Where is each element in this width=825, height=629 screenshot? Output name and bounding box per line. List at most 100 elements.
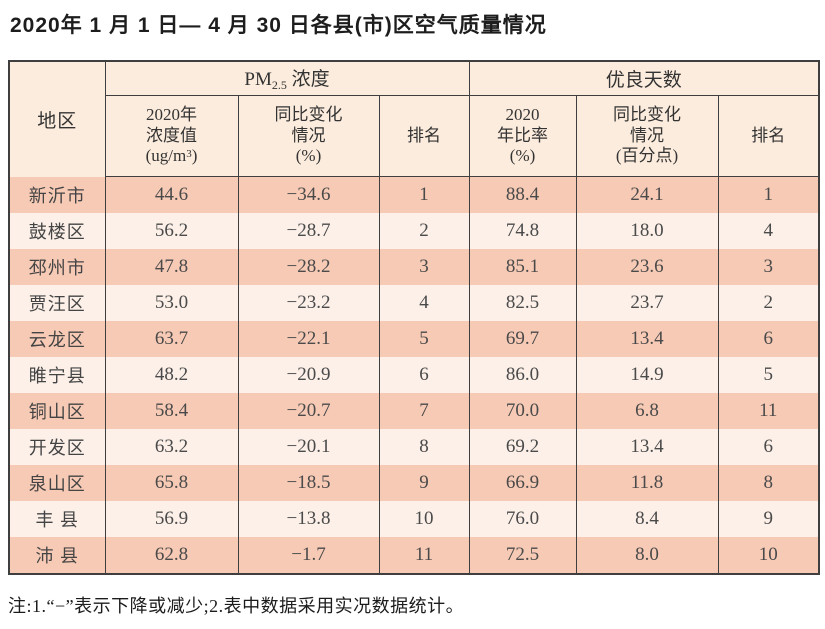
region-cell: 睢宁县 [8, 357, 106, 393]
table-body: 新沂市 44.6 −34.6 1 88.4 24.1 1 鼓楼区 56.2 −2… [8, 176, 820, 574]
air-quality-table: 地区 PM2.5 浓度 优良天数 2020年 浓度值 (ug/m3) 同比变化 … [8, 60, 821, 575]
good-change-cell: 13.4 [575, 429, 719, 465]
pm-change-cell: −23.2 [237, 285, 380, 321]
good-rank-cell: 3 [717, 249, 820, 285]
pm-change-cell: −34.6 [237, 176, 380, 213]
pm-value-cell: 56.9 [104, 501, 239, 537]
header-group-row: 地区 PM2.5 浓度 优良天数 [8, 61, 820, 177]
good-change-cell: 23.6 [575, 249, 719, 285]
pm-rank-cell: 6 [378, 357, 470, 393]
pm-change-cell: −18.5 [237, 465, 380, 501]
pm-value-cell: 48.2 [104, 357, 239, 393]
pm-rank-cell: 9 [378, 465, 470, 501]
good-rate-cell: 70.0 [468, 393, 577, 429]
region-cell: 铜山区 [8, 393, 106, 429]
region-cell: 沛 县 [8, 537, 106, 574]
good-rank-cell: 9 [717, 501, 820, 537]
good-rate-cell: 76.0 [468, 501, 577, 537]
header-good-days-group: 优良天数 [468, 61, 820, 96]
table-row: 鼓楼区 56.2 −28.7 2 74.8 18.0 4 [8, 213, 820, 249]
good-rate-cell: 88.4 [468, 176, 577, 213]
pm-rank-cell: 3 [378, 249, 470, 285]
good-change-cell: 24.1 [575, 176, 719, 213]
region-cell: 丰 县 [8, 501, 106, 537]
good-rank-cell: 1 [717, 176, 820, 213]
pm-change-cell: −1.7 [237, 537, 380, 574]
good-rate-cell: 66.9 [468, 465, 577, 501]
pm-change-cell: −20.9 [237, 357, 380, 393]
pm-rank-cell: 11 [378, 537, 470, 574]
good-rate-cell: 74.8 [468, 213, 577, 249]
pm-rank-cell: 7 [378, 393, 470, 429]
good-rank-cell: 5 [717, 357, 820, 393]
pm-value-cell: 62.8 [104, 537, 239, 574]
header-pm-group: PM2.5 浓度 [104, 61, 470, 96]
pm-change-cell: −20.7 [237, 393, 380, 429]
header-sub-row: 2020年 浓度值 (ug/m3) 同比变化 情况 (%) 排名 2020 年比… [9, 95, 820, 177]
good-rank-cell: 2 [717, 285, 820, 321]
pm-value-cell: 63.7 [104, 321, 239, 357]
table-header: 地区 PM2.5 浓度 优良天数 2020年 浓度值 (ug/m3) 同比变化 … [8, 61, 820, 177]
pm-rank-cell: 2 [378, 213, 470, 249]
table-row: 贾汪区 53.0 −23.2 4 82.5 23.7 2 [8, 285, 820, 321]
region-cell: 新沂市 [8, 176, 106, 213]
pm-rank-cell: 10 [378, 501, 470, 537]
good-rate-cell: 69.2 [468, 429, 577, 465]
header-good-rank: 排名 [717, 95, 820, 177]
pm-change-cell: −20.1 [237, 429, 380, 465]
region-cell: 邳州市 [8, 249, 106, 285]
table-row: 铜山区 58.4 −20.7 7 70.0 6.8 11 [8, 393, 820, 429]
pm-value-cell: 47.8 [104, 249, 239, 285]
good-change-cell: 13.4 [575, 321, 719, 357]
pm-rank-cell: 5 [378, 321, 470, 357]
good-change-cell: 18.0 [575, 213, 719, 249]
table-row: 新沂市 44.6 −34.6 1 88.4 24.1 1 [8, 176, 820, 213]
good-rank-cell: 10 [717, 537, 820, 574]
pm-rank-cell: 1 [378, 176, 470, 213]
pm-value-cell: 58.4 [104, 393, 239, 429]
header-pm-rank: 排名 [378, 95, 470, 177]
good-change-cell: 23.7 [575, 285, 719, 321]
good-rate-cell: 86.0 [468, 357, 577, 393]
pm-change-cell: −28.2 [237, 249, 380, 285]
good-rank-cell: 8 [717, 465, 820, 501]
header-region: 地区 [8, 61, 106, 177]
good-rank-cell: 6 [717, 429, 820, 465]
good-change-cell: 8.4 [575, 501, 719, 537]
good-rank-cell: 6 [717, 321, 820, 357]
pm-subscript: 2.5 [271, 78, 287, 92]
region-cell: 泉山区 [8, 465, 106, 501]
table-row: 沛 县 62.8 −1.7 11 72.5 8.0 10 [8, 537, 820, 574]
table-row: 泉山区 65.8 −18.5 9 66.9 11.8 8 [8, 465, 820, 501]
pm-value-cell: 56.2 [104, 213, 239, 249]
good-rate-cell: 72.5 [468, 537, 577, 574]
page-title: 2020年 1 月 1 日— 4 月 30 日各县(市)区空气质量情况 [10, 14, 547, 37]
region-cell: 云龙区 [8, 321, 106, 357]
footnote: 注:1.“−”表示下降或减少;2.表中数据采用实况数据统计。 [8, 596, 465, 616]
good-rate-cell: 69.7 [468, 321, 577, 357]
good-change-cell: 8.0 [575, 537, 719, 574]
pm-change-cell: −22.1 [237, 321, 380, 357]
region-cell: 贾汪区 [8, 285, 106, 321]
region-cell: 鼓楼区 [8, 213, 106, 249]
pm-value-cell: 53.0 [104, 285, 239, 321]
good-rank-cell: 11 [717, 393, 820, 429]
pm-change-cell: −13.8 [237, 501, 380, 537]
header-good-rate: 2020 年比率 (%) [468, 95, 577, 177]
pm-value-cell: 65.8 [104, 465, 239, 501]
pm-label-suffix: 浓度 [286, 69, 330, 90]
cubic-superscript: 3 [186, 148, 192, 161]
pm-label: PM [244, 69, 272, 90]
table-row: 邳州市 47.8 −28.2 3 85.1 23.6 3 [8, 249, 820, 285]
table-row: 睢宁县 48.2 −20.9 6 86.0 14.9 5 [8, 357, 820, 393]
region-cell: 开发区 [8, 429, 106, 465]
good-rate-cell: 85.1 [468, 249, 577, 285]
table-row: 开发区 63.2 −20.1 8 69.2 13.4 6 [8, 429, 820, 465]
pm-rank-cell: 4 [378, 285, 470, 321]
pm-change-cell: −28.7 [237, 213, 380, 249]
table-row: 云龙区 63.7 −22.1 5 69.7 13.4 6 [8, 321, 820, 357]
good-change-cell: 6.8 [575, 393, 719, 429]
pm-rank-cell: 8 [378, 429, 470, 465]
pm-value-cell: 63.2 [104, 429, 239, 465]
good-change-cell: 11.8 [575, 465, 719, 501]
